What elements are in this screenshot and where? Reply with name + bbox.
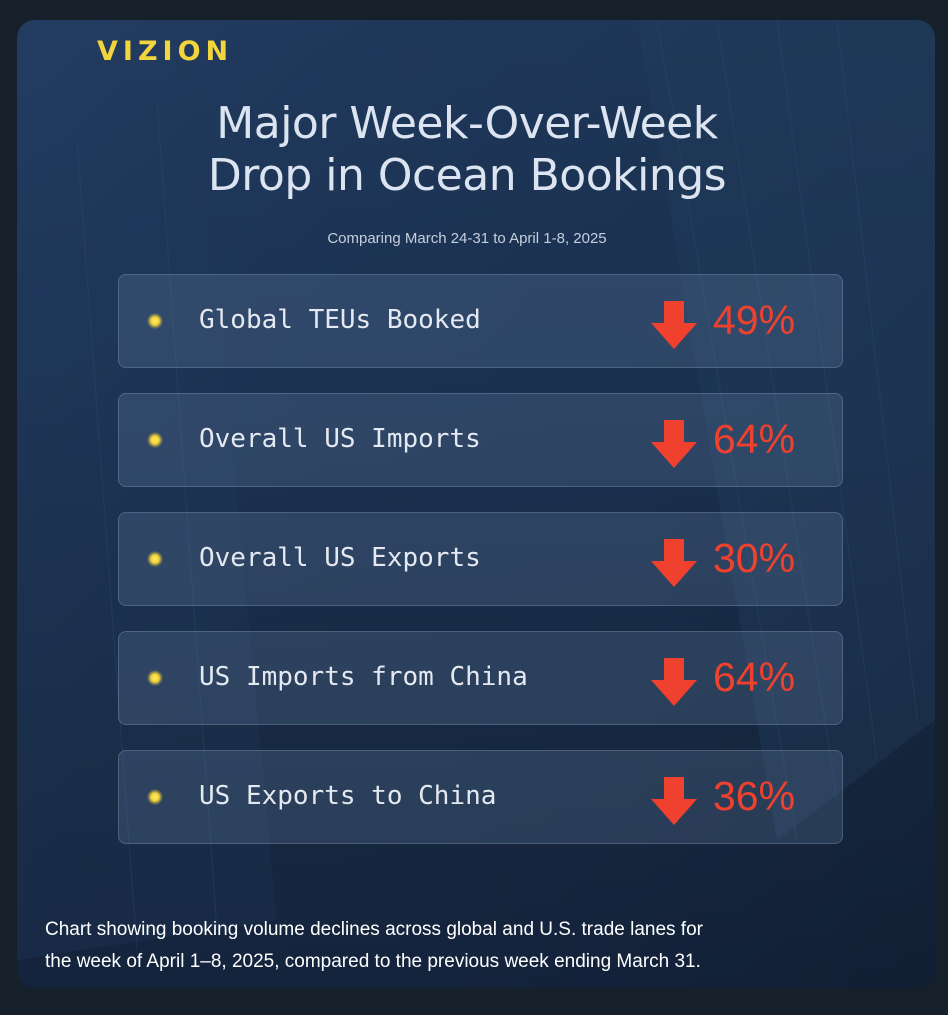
stat-label: Overall US Exports — [199, 543, 481, 573]
down-arrow-icon — [651, 301, 697, 349]
bullet-dot-icon — [147, 789, 163, 805]
down-arrow-icon — [651, 420, 697, 468]
stat-label: US Imports from China — [199, 662, 528, 692]
stat-label: Global TEUs Booked — [199, 305, 481, 335]
stat-value: 64% — [713, 416, 796, 462]
subtitle: Comparing March 24-31 to April 1-8, 2025 — [327, 230, 607, 247]
stats-list: Global TEUs Booked 49% Overall US Import… — [118, 274, 843, 869]
bullet-dot-icon — [147, 313, 163, 329]
bullet-dot-icon — [147, 551, 163, 567]
stat-row-us-exports-china: US Exports to China 36% — [118, 750, 843, 844]
stat-label: Overall US Imports — [199, 424, 481, 454]
stat-label: US Exports to China — [199, 781, 497, 811]
stat-row-global-teus: Global TEUs Booked 49% — [118, 274, 843, 368]
down-arrow-icon — [651, 658, 697, 706]
stat-value: 30% — [713, 535, 796, 581]
brand-logo: VIZION — [97, 36, 234, 67]
stat-value: 64% — [713, 654, 796, 700]
stat-row-us-imports-china: US Imports from China 64% — [118, 631, 843, 725]
title-line-2: Drop in Ocean Bookings — [207, 150, 727, 201]
stat-value: 36% — [713, 773, 796, 819]
bullet-dot-icon — [147, 670, 163, 686]
bullet-dot-icon — [147, 432, 163, 448]
caption-line-1: Chart showing booking volume declines ac… — [45, 919, 703, 940]
stat-value: 49% — [713, 297, 796, 343]
title-line-1: Major Week-Over-Week — [216, 98, 718, 149]
infographic-card: VIZION Major Week-Over-Week Drop in Ocea… — [17, 20, 935, 988]
caption: Chart showing booking volume declines ac… — [45, 914, 925, 978]
caption-line-2: the week of April 1–8, 2025, compared to… — [45, 951, 701, 972]
stat-row-us-imports: Overall US Imports 64% — [118, 393, 843, 487]
page-title: Major Week-Over-Week Drop in Ocean Booki… — [17, 98, 917, 202]
stat-row-us-exports: Overall US Exports 30% — [118, 512, 843, 606]
down-arrow-icon — [651, 539, 697, 587]
down-arrow-icon — [651, 777, 697, 825]
